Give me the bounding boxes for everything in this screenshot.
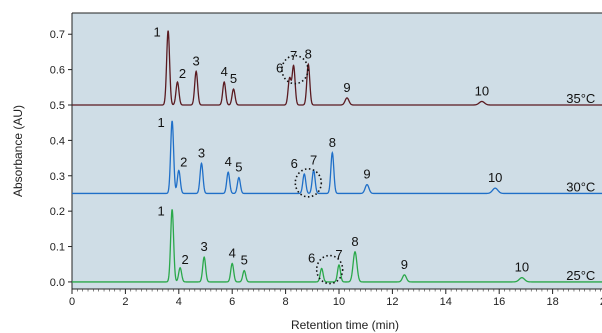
x-tick-label: 10 — [333, 296, 345, 308]
series-temperature-label: 30°C — [566, 179, 595, 194]
peak-label-6: 6 — [276, 60, 283, 75]
peak-label-4: 4 — [225, 154, 232, 169]
peak-label-10: 10 — [488, 170, 502, 185]
x-axis-label: Retention time (min) — [291, 318, 399, 332]
y-axis-label: Absorbance (AU) — [11, 105, 25, 197]
series-temperature-label: 35°C — [566, 91, 595, 106]
peak-label-10: 10 — [475, 83, 489, 98]
peak-label-3: 3 — [198, 145, 205, 160]
x-tick-label: 2 — [122, 296, 128, 308]
peak-label-9: 9 — [343, 80, 350, 95]
y-tick-label: 0.0 — [50, 277, 65, 289]
series-30°C: 1 23 4 5 6 78 9 10 30°C — [72, 115, 602, 195]
x-tick-label: 4 — [176, 296, 182, 308]
x-tick-label: 8 — [283, 296, 289, 308]
y-tick-label: 0.3 — [50, 171, 65, 183]
peak-label-2: 2 — [182, 252, 189, 267]
series-35°C: 1 23 4 5 67 8 9 10 35°C — [72, 25, 602, 106]
peak-label-1: 1 — [158, 203, 165, 218]
peak-label-2: 2 — [179, 66, 186, 81]
x-tick-label: 6 — [229, 296, 235, 308]
peak-label-7: 7 — [310, 152, 317, 167]
trace-line — [72, 120, 602, 195]
peak-label-8: 8 — [305, 46, 312, 61]
y-tick-label: 0.6 — [50, 65, 65, 77]
y-tick-label: 0.4 — [50, 135, 65, 147]
coelution-circle — [294, 168, 323, 198]
peak-label-2: 2 — [180, 154, 187, 169]
x-tick-label: 0 — [69, 296, 75, 308]
peak-label-4: 4 — [221, 64, 228, 79]
peak-label-7: 7 — [290, 48, 297, 63]
y-tick-label: 0.2 — [50, 206, 65, 218]
peak-label-9: 9 — [363, 167, 370, 182]
trace-line — [72, 30, 602, 106]
peak-label-9: 9 — [401, 257, 408, 272]
peak-label-6: 6 — [291, 156, 298, 171]
peak-label-8: 8 — [351, 234, 358, 249]
trace-line — [72, 209, 602, 283]
peak-label-5: 5 — [230, 71, 237, 86]
x-tick-label: 12 — [386, 296, 398, 308]
peak-label-7: 7 — [335, 247, 342, 262]
y-tick-label: 0.7 — [50, 29, 65, 41]
series-temperature-label: 25°C — [566, 268, 595, 283]
peak-label-5: 5 — [235, 160, 242, 175]
peak-label-10: 10 — [515, 260, 529, 275]
peak-label-6: 6 — [308, 250, 315, 265]
y-tick-label: 0.5 — [50, 100, 65, 112]
peak-label-8: 8 — [329, 135, 336, 150]
x-tick-label: 20 — [600, 296, 602, 308]
peak-label-3: 3 — [201, 239, 208, 254]
tick-layer: 024681012141618200.00.10.20.30.40.50.60.… — [50, 29, 602, 308]
coelution-circle — [281, 54, 309, 85]
peak-label-1: 1 — [154, 25, 161, 40]
coelution-circle — [315, 254, 344, 285]
x-tick-label: 16 — [493, 296, 505, 308]
y-tick-label: 0.1 — [50, 242, 65, 254]
peak-label-5: 5 — [241, 253, 248, 268]
peak-label-4: 4 — [229, 246, 236, 261]
x-tick-label: 14 — [440, 296, 452, 308]
peak-label-1: 1 — [158, 115, 165, 130]
peak-label-3: 3 — [193, 53, 200, 68]
plot-background — [72, 13, 602, 289]
x-tick-label: 18 — [546, 296, 558, 308]
series-25°C: 1 23 4 5 6 78 9 10 25°C — [72, 203, 602, 283]
